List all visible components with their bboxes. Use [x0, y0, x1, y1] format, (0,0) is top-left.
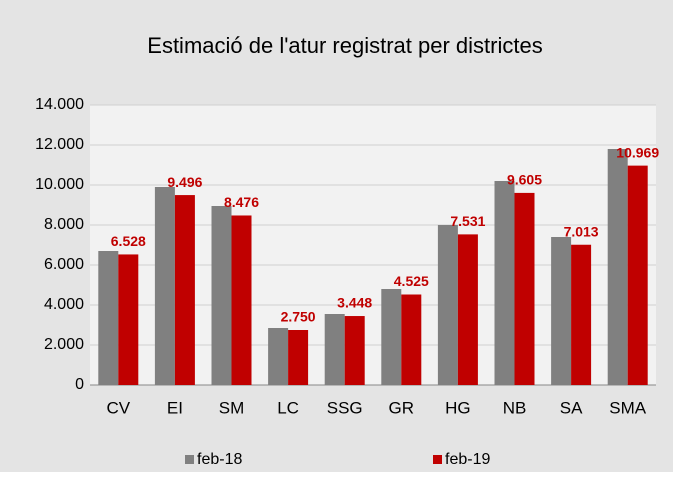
x-tick-label: NB	[503, 398, 527, 417]
legend-label: feb-18	[197, 451, 242, 468]
x-tick-label: EI	[167, 398, 183, 417]
x-tick-label: LC	[277, 398, 299, 417]
bar	[401, 294, 422, 385]
data-label: 8.476	[224, 194, 259, 210]
bar	[174, 195, 195, 385]
data-label: 10.969	[616, 144, 659, 160]
legend-swatch	[185, 455, 194, 464]
legend-swatch	[433, 455, 442, 464]
y-tick-label: 0	[75, 376, 84, 393]
bar	[571, 244, 592, 385]
data-label: 7.013	[564, 223, 599, 239]
bar	[457, 234, 478, 385]
x-tick-label: SM	[219, 398, 245, 417]
bar	[231, 215, 252, 385]
bar	[627, 165, 648, 385]
x-tick-label: HG	[445, 398, 471, 417]
data-label: 3.448	[337, 295, 372, 311]
data-label: 2.750	[281, 309, 316, 325]
bar	[288, 330, 309, 385]
y-tick-label: 2.000	[44, 336, 84, 353]
chart-title: Estimació de l'atur registrat per distri…	[147, 33, 542, 58]
x-tick-label: SSG	[327, 398, 363, 417]
bar	[607, 149, 628, 385]
bar	[344, 316, 365, 385]
data-label: 9.496	[167, 174, 202, 190]
bar	[268, 328, 289, 385]
data-label: 6.528	[111, 233, 146, 249]
bar	[324, 314, 345, 385]
y-tick-label: 8.000	[44, 216, 84, 233]
data-label: 4.525	[394, 273, 429, 289]
bar	[381, 289, 402, 385]
data-label: 7.531	[450, 213, 485, 229]
bar	[98, 251, 119, 385]
y-tick-label: 6.000	[44, 256, 84, 273]
legend-label: feb-19	[445, 451, 490, 468]
x-tick-label: SMA	[609, 398, 647, 417]
bar	[437, 225, 458, 385]
bar	[494, 181, 515, 385]
bar	[514, 192, 535, 385]
bar	[154, 187, 175, 385]
y-tick-label: 4.000	[44, 296, 84, 313]
x-tick-label: SA	[560, 398, 583, 417]
bar	[211, 206, 232, 385]
y-tick-label: 10.000	[35, 176, 84, 193]
y-tick-label: 14.000	[35, 96, 84, 113]
y-tick-label: 12.000	[35, 136, 84, 153]
x-tick-label: CV	[106, 398, 130, 417]
bar	[551, 237, 572, 385]
data-label: 9.605	[507, 172, 542, 188]
x-tick-label: GR	[389, 398, 415, 417]
bar	[118, 254, 139, 385]
